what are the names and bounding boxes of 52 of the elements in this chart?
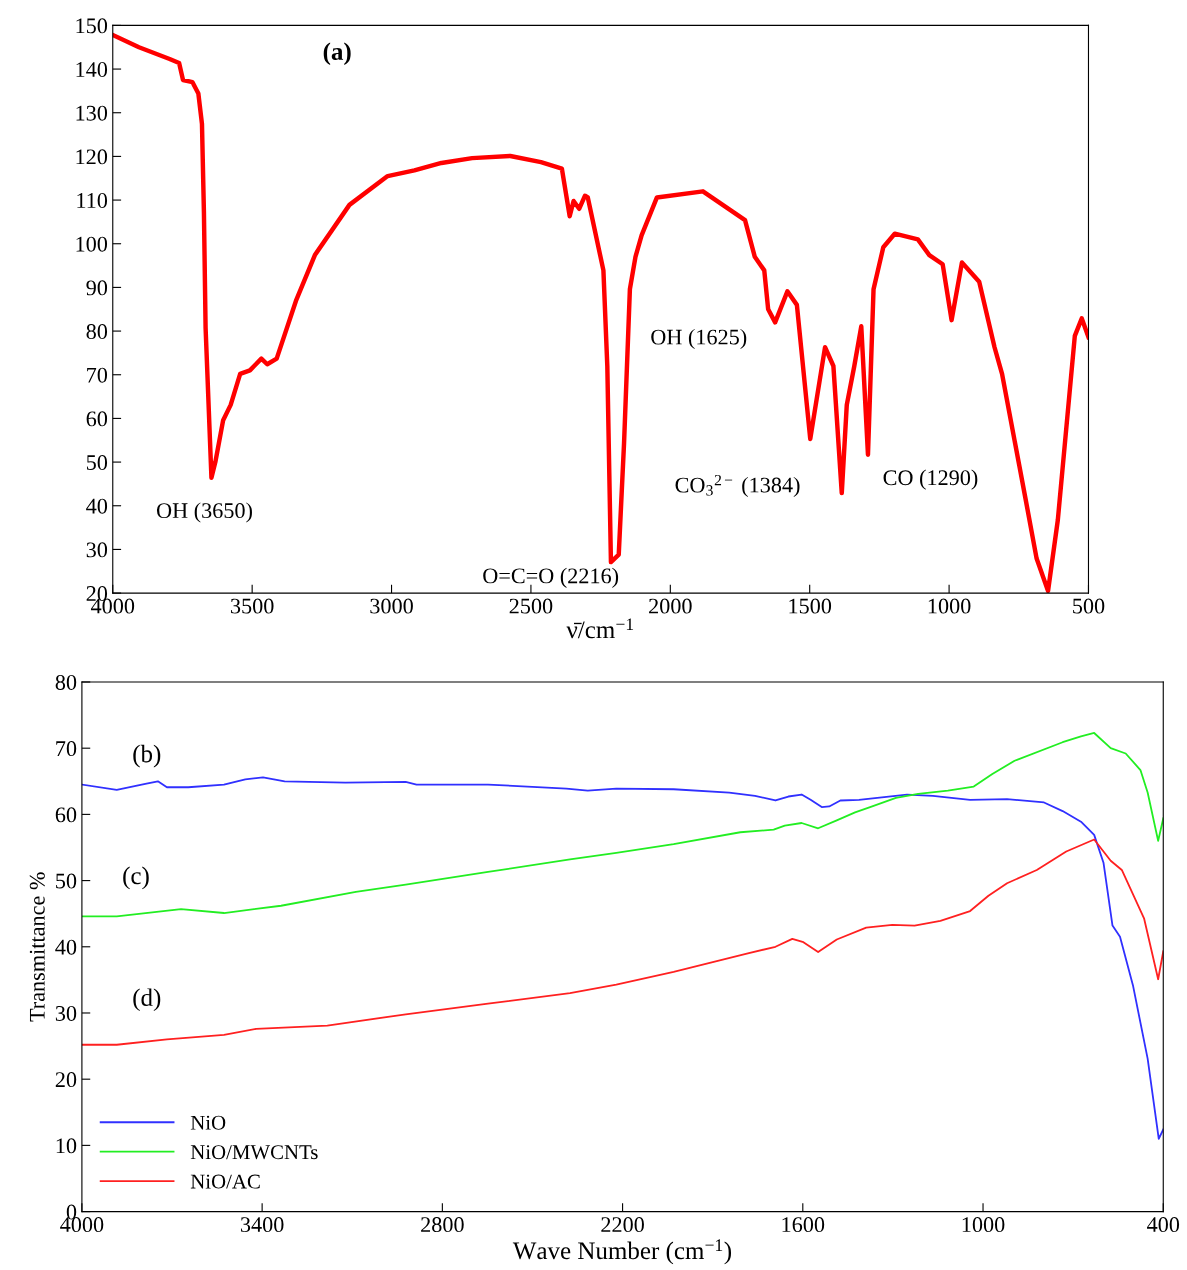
x-tick-label: 2000 xyxy=(649,598,692,614)
legend-label: NiO/MWCNTs xyxy=(190,1145,318,1160)
annotation: OH (1625) xyxy=(651,328,747,350)
y-axis-title: Transmittance % xyxy=(29,872,45,1022)
y-tick-label: 110 xyxy=(77,193,108,208)
line-series xyxy=(81,732,1164,918)
y-tick-label: 50 xyxy=(86,455,108,471)
annotation: O=C=O (2216) xyxy=(483,567,619,588)
y-tick-label: 40 xyxy=(86,498,108,514)
x-axis-title: ν̄/cm$^{−1}$ xyxy=(566,618,634,639)
y-tick-label: 100 xyxy=(76,236,108,252)
annotation: OH (3650) xyxy=(156,502,252,523)
y-tick-label: 70 xyxy=(87,367,108,383)
annotation: (c) xyxy=(123,866,149,890)
x-tick-label: 3500 xyxy=(230,598,274,614)
x-tick-label: 1600 xyxy=(782,1217,825,1233)
x-tick-label: 500 xyxy=(1073,598,1105,614)
x-tick-label: 2500 xyxy=(509,598,553,614)
y-tick-label: 60 xyxy=(86,411,108,427)
legend-label: NiO/AC xyxy=(190,1174,260,1189)
y-tick-label: 30 xyxy=(86,542,108,558)
y-tick-label: 80 xyxy=(55,674,77,690)
y-tick-label: 130 xyxy=(76,105,108,121)
annotation: CO (1290) xyxy=(883,469,978,490)
y-tick-label: 150 xyxy=(76,18,108,34)
x-tick-label: 1000 xyxy=(928,598,971,614)
x-tick-label: 3400 xyxy=(240,1217,284,1233)
x-tick-label: 400 xyxy=(1147,1217,1180,1233)
annotation: CO$_{3}$$^{2−}$ (1384) xyxy=(675,474,800,498)
y-tick-label: 50 xyxy=(56,873,77,889)
y-tick-label: 10 xyxy=(56,1138,77,1154)
line-series xyxy=(81,776,1164,1140)
y-tick-label: 90 xyxy=(86,280,108,296)
x-axis-title: Wave Number (cm$^{−1}$) xyxy=(512,1239,732,1265)
y-tick-label: 120 xyxy=(76,149,108,165)
annotation: (a) xyxy=(323,42,351,66)
y-tick-label: 60 xyxy=(55,807,77,823)
x-tick-label: 1500 xyxy=(789,598,832,614)
y-tick-label: 40 xyxy=(55,939,77,955)
legend-label: NiO xyxy=(190,1115,226,1130)
y-tick-label: 70 xyxy=(56,741,77,757)
annotation: (b) xyxy=(133,744,161,768)
y-tick-label: 80 xyxy=(86,324,108,340)
y-tick-label: 20 xyxy=(55,1072,77,1088)
line-series xyxy=(81,838,1164,1046)
x-tick-label: 2200 xyxy=(601,1217,644,1233)
y-tick-label: 30 xyxy=(55,1005,77,1021)
y-tick-label: 140 xyxy=(76,62,108,77)
annotation: (d) xyxy=(133,988,161,1012)
x-tick-label: 2800 xyxy=(421,1217,464,1233)
x-tick-label: 3000 xyxy=(370,598,413,614)
x-tick-label: 1000 xyxy=(962,1217,1005,1233)
